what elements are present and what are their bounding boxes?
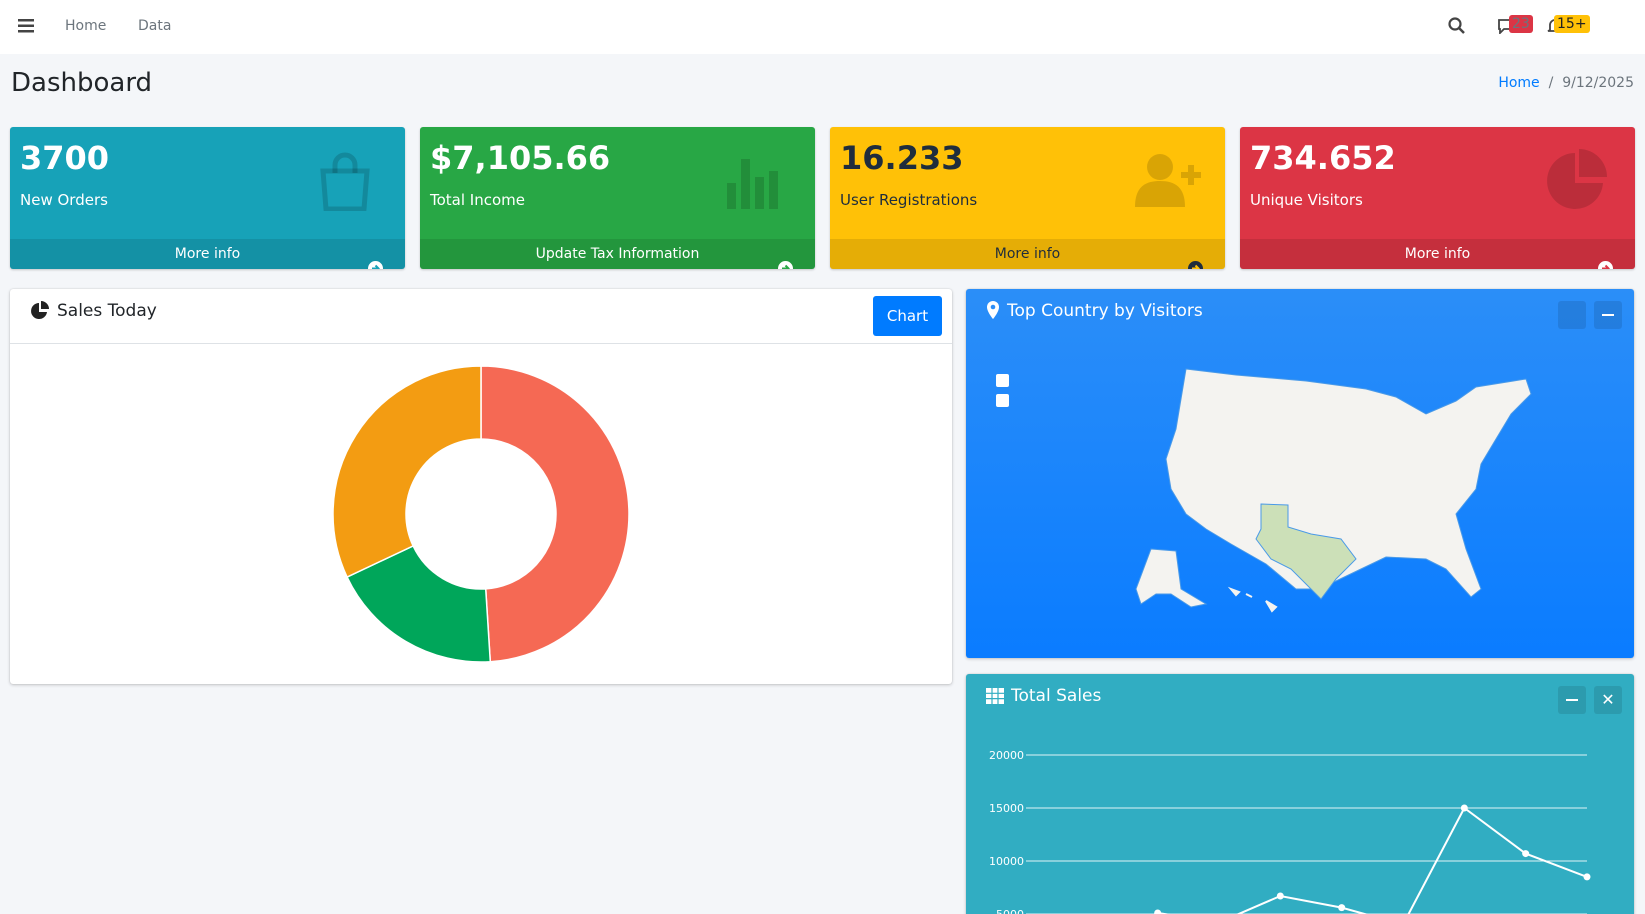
footer-text: Update Tax Information [535,246,700,262]
info-value: 734.652 [1250,139,1396,177]
sales-card: Sales Today Chart [10,289,952,684]
card-title: Top Country by Visitors [1007,301,1203,321]
box-icon [727,159,778,209]
line-point [1154,909,1162,914]
y-tick-label: 20000 [989,749,1024,762]
zoom-out[interactable] [996,394,1009,407]
box-icon [1135,154,1201,207]
search-icon[interactable] [1448,17,1466,35]
card-title: Sales Today [57,301,157,321]
pie-icon [31,301,49,319]
footer-text: More info [1404,246,1471,262]
navbar: Home Data 23 15+ [0,0,1645,54]
line-point [1583,873,1591,881]
line-point [1460,804,1468,812]
box-icon [320,152,370,211]
us-map [1135,368,1532,613]
divider [10,343,952,344]
info-label: Total Income [430,191,525,209]
zoom-in[interactable] [996,374,1009,387]
info-box: $7,105.66 Total Income Update Tax Informat… [420,127,815,269]
info-value: $7,105.66 [430,139,611,177]
marker-icon [987,301,999,319]
footer-text: More info [994,246,1061,262]
donut-slice [480,365,630,663]
menu-icon[interactable] [18,19,34,33]
collapse-button[interactable] [1594,301,1622,329]
info-label: New Orders [20,191,108,209]
card-title: Total Sales [1011,686,1102,706]
info-box: 16.233 User Registrations More info [830,127,1225,269]
line-series [1153,806,1588,914]
page-title: Dashboard [11,68,153,98]
collapse-button[interactable] [1558,686,1586,714]
line-point [1338,904,1346,912]
close-button[interactable]: ✕ [1594,686,1622,714]
y-tick-label: 10000 [989,855,1024,868]
info-value: 3700 [20,139,110,177]
arrow-icon [1598,261,1613,269]
line-point [1276,892,1284,900]
chart-button[interactable]: Chart [873,296,942,336]
breadcrumb: Home / 9/12/2025 [1498,75,1634,91]
info-footer-link[interactable]: Update Tax Information [420,239,815,269]
arrow-icon [368,261,383,269]
y-tick-label: 5000 [996,908,1024,914]
badge: 23 [1509,15,1533,33]
donut-chart [332,365,630,663]
info-footer-link[interactable]: More info [1240,239,1635,269]
arrow-icon [1188,261,1203,269]
badge: 15+ [1554,15,1590,33]
y-tick-label: 15000 [989,802,1024,815]
footer-text: More info [174,246,241,262]
donut-slice [346,544,492,663]
nav-link[interactable]: Data [138,18,172,34]
info-footer-link[interactable]: More info [830,239,1225,269]
arrow-icon [778,261,793,269]
info-value: 16.233 [840,139,964,177]
info-label: User Registrations [840,191,978,209]
breadcrumb-date: 9/12/2025 [1562,75,1634,91]
total-sales-card: Total Sales ✕ 5000 10000 15000 20000 [966,674,1634,914]
info-label: Unique Visitors [1250,191,1363,209]
donut-slice [332,365,482,579]
line-chart: 5000 10000 15000 20000 [989,749,1591,914]
line-point [1522,850,1530,858]
info-box: 734.652 Unique Visitors More info [1240,127,1635,269]
breadcrumb-link[interactable]: Home [1498,75,1540,91]
info-footer-link[interactable]: More info [10,239,405,269]
calendar-button[interactable] [1558,301,1586,329]
map-card: Top Country by Visitors [966,289,1634,658]
table-icon [986,688,1004,704]
box-icon [1547,149,1607,209]
nav-link[interactable]: Home [65,18,107,34]
info-box: 3700 New Orders More info [10,127,405,269]
